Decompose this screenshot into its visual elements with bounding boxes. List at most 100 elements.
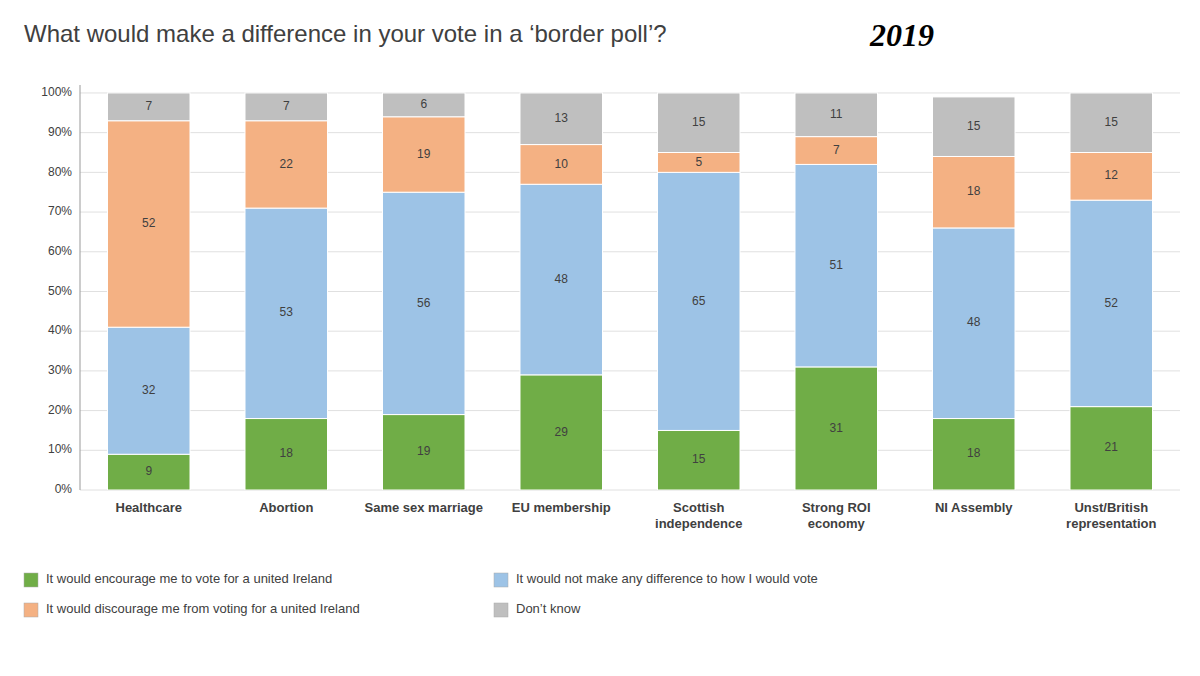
x-tick-label-line: Same sex marriage (364, 500, 483, 515)
data-label: 32 (142, 383, 156, 397)
bar-segment (383, 117, 466, 192)
x-tick-label-line: representation (1066, 516, 1156, 531)
bar-segment (520, 93, 603, 145)
bar-segment (795, 93, 878, 137)
y-tick-label: 20% (48, 403, 72, 417)
legend-label: Don’t know (516, 601, 581, 616)
legend: It would encourage me to vote for a unit… (24, 571, 818, 617)
x-tick-label: Strong ROIeconomy (802, 500, 871, 531)
y-tick-label: 30% (48, 363, 72, 377)
data-labels: 9181929153118213253564865514852522219105… (142, 97, 1118, 478)
legend-swatch (494, 603, 508, 617)
y-tick-label: 80% (48, 165, 72, 179)
bar-segment (108, 93, 191, 121)
legend-swatch (24, 603, 38, 617)
bar-segment (383, 192, 466, 414)
chart-root: What would make a difference in your vot… (0, 0, 1200, 676)
data-label: 9 (145, 464, 152, 478)
x-tick-label-line: EU membership (512, 500, 611, 515)
bar-segment (520, 184, 603, 375)
data-label: 19 (417, 147, 431, 161)
data-label: 18 (967, 446, 981, 460)
title: What would make a difference in your vot… (24, 20, 667, 47)
data-label: 11 (830, 107, 843, 121)
bars (108, 93, 1153, 490)
data-label: 52 (1105, 296, 1119, 310)
data-label: 12 (1105, 168, 1119, 182)
grid (80, 93, 1180, 490)
data-label: 29 (555, 425, 569, 439)
bar-segment (383, 93, 466, 117)
data-label: 65 (692, 294, 706, 308)
bar-segment (933, 97, 1016, 157)
bar-segment (1070, 407, 1153, 490)
data-label: 21 (1105, 440, 1119, 454)
data-label: 13 (555, 111, 569, 125)
bar-segment (1070, 93, 1153, 153)
data-label: 53 (280, 305, 294, 319)
bar-segment (245, 121, 328, 208)
data-label: 15 (967, 119, 981, 133)
data-label: 15 (692, 452, 706, 466)
y-tick-label: 10% (48, 442, 72, 456)
data-label: 7 (145, 99, 152, 113)
data-label: 19 (417, 444, 431, 458)
bar-segment (1070, 153, 1153, 201)
x-tick-label: NI Assembly (935, 500, 1013, 515)
bar-segment (658, 93, 741, 153)
x-tick-label-line: Strong ROI (802, 500, 871, 515)
legend-swatch (494, 573, 508, 587)
bar-segment (658, 430, 741, 490)
data-label: 51 (830, 258, 844, 272)
data-label: 22 (280, 157, 294, 171)
data-label: 15 (1105, 115, 1119, 129)
y-tick-label: 0% (55, 482, 73, 496)
x-tick-label: Scottishindependence (655, 500, 742, 531)
bar-segment (108, 327, 191, 454)
x-tick-label-line: Scottish (673, 500, 724, 515)
y-axis-line (80, 85, 81, 490)
bar-segment (245, 208, 328, 418)
y-tick-label: 40% (48, 323, 72, 337)
y-tick-label: 70% (48, 204, 72, 218)
legend-label: It would discourage me from voting for a… (46, 601, 360, 616)
bar-segment (520, 375, 603, 490)
x-tick-label-line: independence (655, 516, 742, 531)
x-tick-label: Abortion (259, 500, 313, 515)
x-tick-label: Same sex marriage (364, 500, 483, 515)
bar-segment (933, 228, 1016, 419)
y-tick-label: 90% (48, 125, 72, 139)
bar-segment (245, 93, 328, 121)
year-label: 2019 (869, 17, 934, 53)
data-label: 31 (830, 421, 844, 435)
x-tick-label-line: Unst/British (1074, 500, 1148, 515)
bar-segment (658, 172, 741, 430)
bar-segment (933, 156, 1016, 227)
bar-segment (795, 164, 878, 366)
bar-segment (383, 415, 466, 490)
bar-segment (933, 419, 1016, 490)
x-tick-label: Unst/Britishrepresentation (1066, 500, 1156, 531)
x-tick-label: EU membership (512, 500, 611, 515)
x-tick-label-line: Abortion (259, 500, 313, 515)
data-label: 18 (967, 184, 981, 198)
bar-segment (108, 454, 191, 490)
bar-segment (795, 367, 878, 490)
data-label: 52 (142, 216, 156, 230)
data-label: 10 (555, 157, 569, 171)
bar-segment (795, 137, 878, 165)
data-label: 7 (283, 99, 290, 113)
bar-segment (245, 419, 328, 490)
data-label: 15 (692, 115, 706, 129)
data-label: 7 (833, 143, 840, 157)
bar-segment (108, 121, 191, 327)
data-label: 5 (695, 155, 702, 169)
data-label: 18 (280, 446, 294, 460)
y-tick-label: 50% (48, 284, 72, 298)
bar-segment (658, 153, 741, 173)
data-label: 48 (967, 315, 981, 329)
x-tick-label-line: NI Assembly (935, 500, 1013, 515)
legend-label: It would not make any difference to how … (516, 571, 818, 586)
data-label: 48 (555, 272, 569, 286)
data-label: 6 (420, 97, 427, 111)
